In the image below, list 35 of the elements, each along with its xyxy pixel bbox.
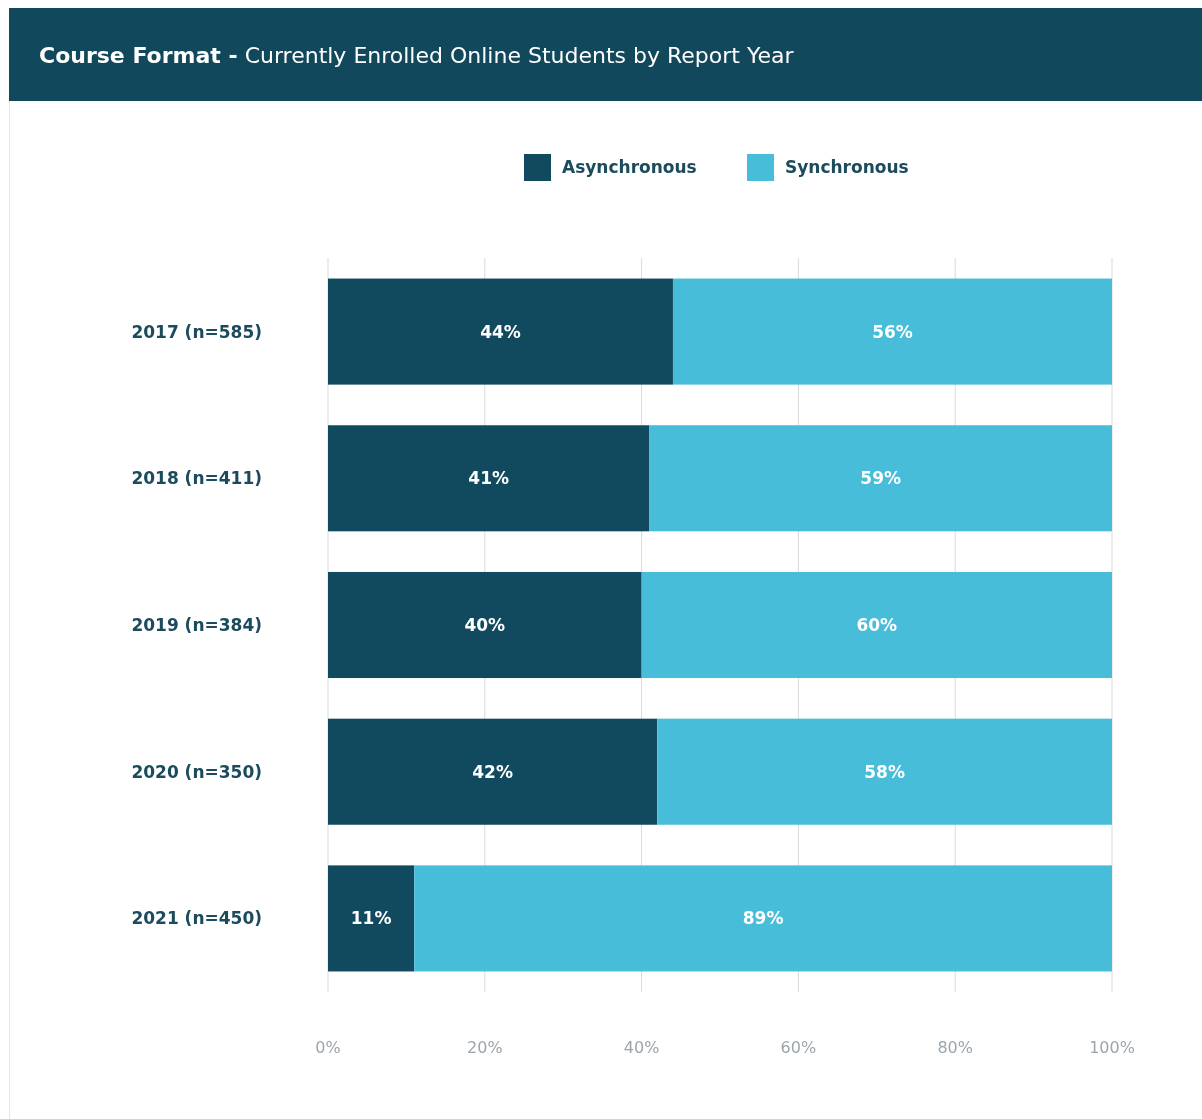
bar: [328, 278, 673, 385]
data-label: 11%: [350, 908, 392, 929]
bar: [328, 865, 415, 972]
data-label: 59%: [860, 468, 902, 489]
legend-label: Asynchronous: [562, 156, 697, 177]
x-tick-label: 80%: [937, 1037, 973, 1057]
x-tick-label: 40%: [623, 1037, 660, 1057]
y-tick-label: 2018 (n=411): [131, 468, 262, 489]
bar: [414, 865, 1112, 972]
bar: [328, 425, 650, 532]
data-label: 89%: [742, 908, 784, 929]
x-tick-label: 60%: [780, 1037, 817, 1057]
data-label: 58%: [864, 761, 905, 782]
bar: [328, 571, 642, 679]
legend-label: Synchronous: [785, 156, 909, 177]
text: Course Format -: [39, 43, 238, 68]
y-tick-label: 2017 (n=585): [131, 321, 262, 342]
y-tick-label: 2020 (n=350): [131, 761, 262, 782]
chart-subtitle: Currently Enrolled Online Students by Report Year: [237, 43, 795, 68]
bar: [649, 425, 1112, 532]
data-label: 41%: [468, 468, 510, 489]
x-tick-label: 0%: [315, 1037, 341, 1057]
data-label: 44%: [480, 321, 521, 342]
data-label: 42%: [472, 761, 513, 782]
data-label: 56%: [872, 321, 913, 342]
bar: [672, 278, 1112, 385]
x-tick-label: 20%: [467, 1037, 503, 1057]
y-tick-label: 2019 (n=384): [131, 614, 262, 635]
bar: [641, 571, 1112, 679]
x-tick-label: 100%: [1089, 1037, 1135, 1057]
bar: [328, 718, 658, 825]
y-tick-label: 2021 (n=450): [131, 908, 262, 929]
bar: [657, 718, 1112, 825]
data-label: 40%: [464, 614, 506, 635]
data-label: 60%: [856, 614, 898, 635]
